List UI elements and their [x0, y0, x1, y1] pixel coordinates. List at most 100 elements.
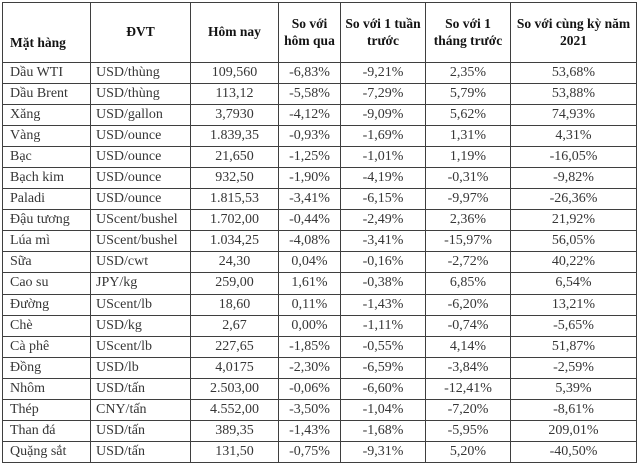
table-row: Cà phê UScent/lb 227,65 -1,85% -0,55% 4,14% 51…: [2, 335, 637, 358]
value-cell: 4,31%: [510, 125, 637, 148]
commodity-name-cell: Vàng: [2, 125, 91, 148]
commodity-name-cell: Đường: [2, 293, 91, 316]
value-cell: -40,50%: [510, 440, 637, 464]
value-cell: -3,41%: [340, 230, 426, 253]
unit-cell: USD/gallon: [90, 104, 191, 127]
table-row: Sữa USD/cwt 24,30 0,04% -0,16% -2,72% 40,22%: [2, 251, 637, 274]
value-cell: -0,75%: [278, 440, 341, 464]
value-cell: 53,88%: [510, 83, 637, 106]
table-row: Xăng USD/gallon 3,7930 -4,12% -9,09% 5,62% 74,…: [2, 104, 637, 127]
table-head: Mặt hàng ĐVT Hôm nay So với hôm qua So với 1…: [2, 2, 637, 63]
column-header-1: ĐVT: [90, 2, 191, 63]
value-cell: 2,35%: [425, 61, 511, 85]
table-row: Lúa mì UScent/bushel 1.034,25 -4,08% -3,41% -…: [2, 230, 637, 253]
value-cell: -9,97%: [425, 188, 511, 211]
value-cell: 0,11%: [278, 293, 341, 316]
table-row: Đồng USD/lb 4,0175 -2,30% -6,59% -3,84% -2,59%: [2, 356, 637, 379]
value-cell: -9,82%: [510, 167, 637, 190]
commodity-name-cell: Chè: [2, 314, 91, 337]
value-cell: 227,65: [190, 335, 279, 358]
value-cell: -7,29%: [340, 83, 426, 106]
unit-cell: USD/cwt: [90, 251, 191, 274]
value-cell: -2,72%: [425, 251, 511, 274]
value-cell: -6,60%: [340, 377, 426, 400]
value-cell: -0,38%: [340, 272, 426, 295]
value-cell: -5,58%: [278, 83, 341, 106]
unit-cell: USD/thùng: [90, 61, 191, 85]
value-cell: -1,43%: [278, 419, 341, 442]
value-cell: 13,21%: [510, 293, 637, 316]
unit-cell: USD/ounce: [90, 146, 191, 169]
table-row: Vàng USD/ounce 1.839,35 -0,93% -1,69% 1,31% 4,…: [2, 125, 637, 148]
column-header-5: So với 1 tháng trước: [425, 2, 511, 63]
commodity-name-cell: Bạch kim: [2, 167, 91, 190]
unit-cell: UScent/bushel: [90, 209, 191, 232]
value-cell: -26,36%: [510, 188, 637, 211]
value-cell: -6,59%: [340, 356, 426, 379]
value-cell: -1,69%: [340, 125, 426, 148]
table-row: Dầu Brent USD/thùng 113,12 -5,58% -7,29% 5,79…: [2, 83, 637, 106]
value-cell: 1,61%: [278, 272, 341, 295]
commodity-name-cell: Xăng: [2, 104, 91, 127]
unit-cell: USD/thùng: [90, 83, 191, 106]
unit-cell: CNY/tấn: [90, 398, 191, 421]
value-cell: 5,39%: [510, 377, 637, 400]
unit-cell: USD/ounce: [90, 125, 191, 148]
value-cell: 5,79%: [425, 83, 511, 106]
table-row: Dầu WTI USD/thùng 109,560 -6,83% -9,21% 2,35%…: [2, 61, 637, 85]
value-cell: -3,50%: [278, 398, 341, 421]
value-cell: -1,90%: [278, 167, 341, 190]
commodity-name-cell: Dầu WTI: [2, 61, 91, 85]
table-row: Quặng sắt USD/tấn 131,50 -0,75% -9,31% 5,20% -…: [2, 440, 637, 464]
value-cell: 0,00%: [278, 314, 341, 337]
value-cell: 2.503,00: [190, 377, 279, 400]
value-cell: -1,25%: [278, 146, 341, 169]
value-cell: -0,16%: [340, 251, 426, 274]
value-cell: -6,20%: [425, 293, 511, 316]
value-cell: -1,68%: [340, 419, 426, 442]
unit-cell: USD/tấn: [90, 440, 191, 464]
value-cell: -3,84%: [425, 356, 511, 379]
value-cell: 1,19%: [425, 146, 511, 169]
value-cell: -9,21%: [340, 61, 426, 85]
value-cell: -1,01%: [340, 146, 426, 169]
value-cell: 74,93%: [510, 104, 637, 127]
column-header-2: Hôm nay: [190, 2, 279, 63]
value-cell: -5,95%: [425, 419, 511, 442]
commodity-name-cell: Bạc: [2, 146, 91, 169]
commodity-name-cell: Lúa mì: [2, 230, 91, 253]
table-row: Nhôm USD/tấn 2.503,00 -0,06% -6,60% -12,41% 5,…: [2, 377, 637, 400]
value-cell: 259,00: [190, 272, 279, 295]
value-cell: 2,36%: [425, 209, 511, 232]
value-cell: 1.839,35: [190, 125, 279, 148]
value-cell: 53,68%: [510, 61, 637, 85]
value-cell: -0,93%: [278, 125, 341, 148]
value-cell: -7,20%: [425, 398, 511, 421]
unit-cell: UScent/lb: [90, 293, 191, 316]
value-cell: -5,65%: [510, 314, 637, 337]
value-cell: -12,41%: [425, 377, 511, 400]
value-cell: -2,30%: [278, 356, 341, 379]
commodity-name-cell: Than đá: [2, 419, 91, 442]
value-cell: 1,31%: [425, 125, 511, 148]
table-row: Thép CNY/tấn 4.552,00 -3,50% -1,04% -7,20% -8,…: [2, 398, 637, 421]
table-row: Chè USD/kg 2,67 0,00% -1,11% -0,74% -5,65%: [2, 314, 637, 337]
commodity-name-cell: Sữa: [2, 251, 91, 274]
table-body: Dầu WTI USD/thùng 109,560 -6,83% -9,21% 2,35%…: [2, 61, 637, 464]
value-cell: 6,54%: [510, 272, 637, 295]
value-cell: 4.552,00: [190, 398, 279, 421]
table-row: Đậu tương UScent/bushel 1.702,00 -0,44% -2,4…: [2, 209, 637, 232]
unit-cell: USD/ounce: [90, 188, 191, 211]
unit-cell: USD/tấn: [90, 419, 191, 442]
value-cell: -2,59%: [510, 356, 637, 379]
value-cell: 209,01%: [510, 419, 637, 442]
column-header-0: Mặt hàng: [2, 2, 91, 63]
value-cell: -4,12%: [278, 104, 341, 127]
value-cell: -4,08%: [278, 230, 341, 253]
value-cell: -0,31%: [425, 167, 511, 190]
header-row: Mặt hàng ĐVT Hôm nay So với hôm qua So với 1…: [2, 2, 637, 63]
commodity-name-cell: Thép: [2, 398, 91, 421]
value-cell: -9,09%: [340, 104, 426, 127]
